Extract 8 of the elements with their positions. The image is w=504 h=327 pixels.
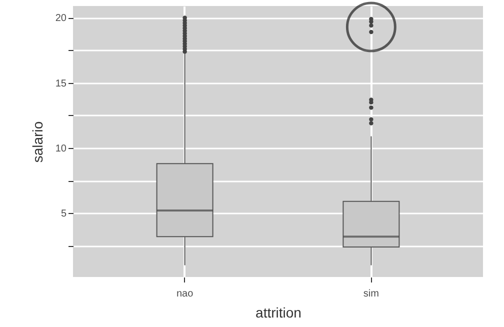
x-tick-label: sim [363, 288, 379, 300]
x-tick-label: nao [176, 288, 194, 300]
y-tick-label: 10 [55, 144, 67, 155]
x-axis-title: attrition [256, 304, 302, 320]
y-tick-label: 5 [60, 208, 67, 220]
y-tick-label: 20 [55, 13, 67, 24]
y-axis-title: salario [29, 121, 46, 163]
y-tick-label: 15 [55, 78, 67, 90]
